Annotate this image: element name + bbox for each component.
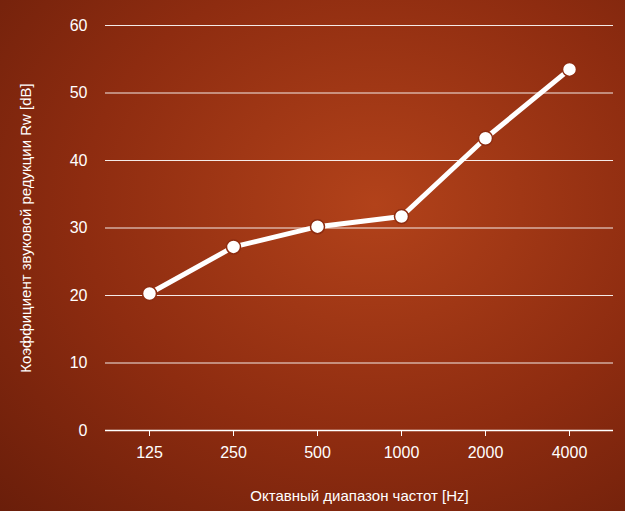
svg-text:2000: 2000	[468, 444, 504, 461]
svg-text:30: 30	[70, 219, 88, 236]
svg-text:Октавный диапазон частот [Hz]: Октавный диапазон частот [Hz]	[250, 487, 468, 504]
svg-text:60: 60	[70, 17, 88, 34]
svg-text:50: 50	[70, 84, 88, 101]
svg-text:500: 500	[304, 444, 331, 461]
svg-text:Коэффициент звуковой редукции: Коэффициент звуковой редукции Rw [dB]	[17, 83, 34, 372]
svg-text:250: 250	[220, 444, 247, 461]
svg-text:10: 10	[70, 354, 88, 371]
svg-text:0: 0	[79, 422, 88, 439]
svg-text:20: 20	[70, 287, 88, 304]
svg-text:1000: 1000	[384, 444, 420, 461]
svg-text:4000: 4000	[552, 444, 588, 461]
svg-text:125: 125	[136, 444, 163, 461]
svg-text:40: 40	[70, 152, 88, 169]
